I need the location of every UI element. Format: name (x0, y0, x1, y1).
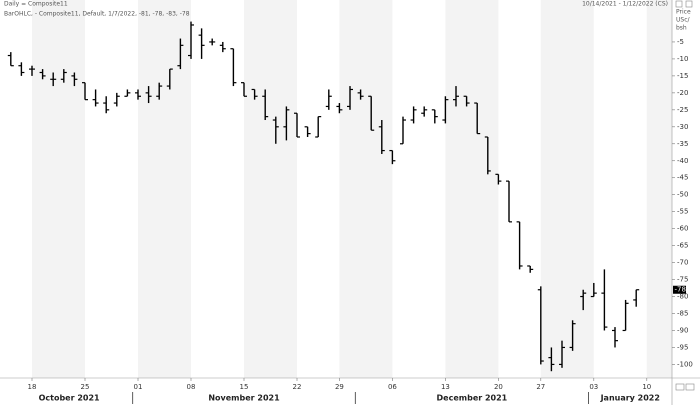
x-tick-label: 15 (240, 383, 249, 391)
y-tick-label: -70 (677, 259, 688, 267)
y-tick-label: -90 (677, 326, 688, 334)
y-tick-label: -85 (677, 310, 688, 318)
y-tick-label: -20 (677, 89, 688, 97)
month-label: December 2021 (437, 394, 508, 403)
y-tick-label: -25 (677, 106, 688, 114)
y-tick-label: -80 (677, 293, 688, 301)
y-tick-label: -15 (677, 72, 688, 80)
x-tick-label: 06 (388, 383, 397, 391)
week-band (244, 0, 297, 378)
week-band (646, 0, 672, 378)
x-tick-label: 08 (187, 383, 196, 391)
x-tick-label: 22 (293, 383, 302, 391)
y-tick-label: -60 (677, 225, 688, 233)
x-tick-label: 20 (494, 383, 503, 391)
week-band (339, 0, 393, 378)
y-tick-label: -10 (677, 55, 688, 63)
x-tick-label: 01 (134, 383, 143, 391)
y-tick-label: -100 (677, 360, 693, 368)
week-band (445, 0, 499, 378)
chart-title: Daily = Composite11 (4, 1, 68, 8)
x-tick-label: 13 (441, 383, 450, 391)
scroll-button[interactable] (675, 383, 685, 391)
y-tick-label: -55 (677, 208, 688, 216)
icon[interactable] (675, 0, 683, 8)
y-axis-label: bsh (676, 25, 687, 32)
x-tick-label: 29 (335, 383, 344, 391)
y-tick-label: -65 (677, 242, 688, 250)
week-bands (32, 0, 672, 378)
x-tick-label: 10 (642, 383, 651, 391)
y-tick-label: -50 (677, 191, 688, 199)
month-label: January 2022 (600, 394, 660, 403)
date-range: 10/14/2021 - 1/12/2022 (CS) (582, 1, 668, 8)
y-axis-label: Price (676, 9, 691, 16)
month-label: October 2021 (39, 394, 100, 403)
icon[interactable] (685, 0, 693, 8)
legend-text: BarOHLC, - Composite11, Default, 1/7/202… (4, 11, 190, 18)
x-tick-label: 25 (81, 383, 90, 391)
y-tick-label: -45 (677, 174, 688, 182)
x-tick-label: 27 (536, 383, 545, 391)
y-tick-label: -30 (677, 123, 688, 131)
scroll-button[interactable] (685, 383, 695, 391)
week-band (138, 0, 191, 378)
x-tick-label: 18 (28, 383, 37, 391)
y-axis-label: USc/ (676, 17, 690, 24)
y-tick-label: -5 (677, 38, 684, 46)
y-tick-label: -40 (677, 157, 688, 165)
y-tick-label: -75 (677, 276, 688, 284)
last-price-box (673, 285, 686, 294)
y-tick-label: -35 (677, 140, 688, 148)
x-tick-label: 03 (589, 383, 598, 391)
month-label: November 2021 (208, 394, 280, 403)
week-band (540, 0, 594, 378)
last-price-label: -78 (675, 286, 686, 294)
y-tick-label: -95 (677, 343, 688, 351)
week-band (32, 0, 85, 378)
